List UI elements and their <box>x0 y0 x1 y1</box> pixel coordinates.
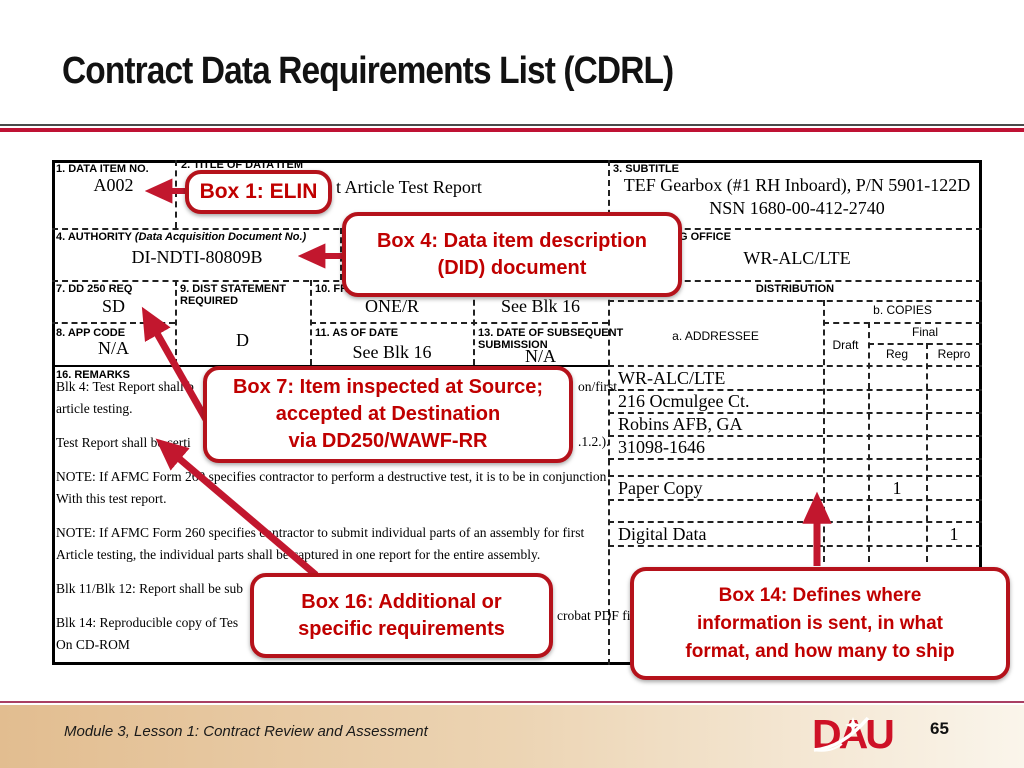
callout-text: (DID) document <box>437 256 587 279</box>
dist-row-addressee: WR-ALC/LTE <box>618 368 726 388</box>
remarks-line: With this test report. <box>56 491 167 506</box>
page-title: Contract Data Requirements List (CDRL) <box>62 50 674 92</box>
dist-row-divider <box>608 458 982 460</box>
dist-divider <box>823 322 982 324</box>
callout-text: format, and how many to ship <box>685 640 955 662</box>
final-header: Final <box>911 325 938 339</box>
callout-text: Box 1: ELIN <box>199 180 318 203</box>
field-value-requiring-office: WR-ALC/LTE <box>743 248 851 268</box>
addressee-header: a. ADDRESSEE <box>672 329 759 343</box>
callout-text: Box 14: Defines where <box>718 584 922 606</box>
page-number: 65 <box>930 719 949 738</box>
dist-row-divider <box>608 389 982 391</box>
field-label-app-code: 8. APP CODE <box>56 327 126 339</box>
callout-text: specific requirements <box>298 617 505 640</box>
form-divider <box>310 322 608 324</box>
repro-header: Repro <box>937 347 971 361</box>
form-divider <box>175 160 177 228</box>
field-value-date-subsequent: N/A <box>525 346 556 366</box>
star-icon <box>845 717 861 733</box>
dist-divider <box>823 300 825 562</box>
remarks-fragment: on/first <box>578 379 617 394</box>
field-label-subtitle: 3. SUBTITLE <box>613 163 680 175</box>
remarks-line: On CD-ROM <box>56 637 130 652</box>
dist-row-divider <box>608 412 982 414</box>
field-label-remarks: 16. REMARKS <box>56 369 130 381</box>
field-label-dd250-req: 7. DD 250 REQ <box>56 283 133 295</box>
dist-row-repro-count: 1 <box>949 524 959 544</box>
field-value-dd250-req: SD <box>101 296 125 316</box>
remarks-line: Blk 14: Reproducible copy of Tes <box>56 615 239 630</box>
dist-row-divider <box>608 499 982 501</box>
reg-header: Reg <box>885 347 908 361</box>
dist-row-divider <box>608 545 982 547</box>
remarks-line: NOTE: If AFMC Form 260 specifies contrac… <box>56 525 585 540</box>
field-label-authority: 4. AUTHORITY (Data Acquisition Document … <box>56 231 307 243</box>
remarks-fragment: .1.2.). <box>578 434 610 449</box>
dist-row-addressee: Digital Data <box>618 524 707 544</box>
dist-row-addressee: Paper Copy <box>618 478 703 498</box>
field-label-distribution: DISTRIBUTION <box>755 283 835 295</box>
callout-text: Box 7: Item inspected at Source; <box>232 376 544 398</box>
footer-lesson-text: Module 3, Lesson 1: Contract Review and … <box>64 723 428 740</box>
field-value-dist-statement: D <box>236 330 249 350</box>
field-value-app-code: N/A <box>98 338 129 358</box>
field-label-frequency: 10. FR <box>315 283 349 295</box>
remarks-line: article testing. <box>56 401 133 416</box>
callout-text: Box 4: Data item description <box>376 229 648 252</box>
dist-row-divider <box>608 475 982 477</box>
callout-text: via DD250/WAWF-RR <box>288 430 488 452</box>
dist-row-addressee: Robins AFB, GA <box>618 414 743 434</box>
remarks-line: NOTE: If AFMC Form 260 specifies contrac… <box>56 469 607 484</box>
field-label-date-subsequent: 13. DATE OF SUBSEQUENT SUBMISSION <box>478 327 624 351</box>
callout-box16-requirements: Box 16: Additional or specific requireme… <box>250 573 553 658</box>
dist-row-addressee: 216 Ocmulgee Ct. <box>618 391 750 411</box>
dist-divider <box>868 322 870 562</box>
field-label-title-of-data-item: 2. TITLE OF DATA ITEM <box>181 159 304 171</box>
form-divider <box>52 322 175 324</box>
remarks-line: Article testing, the individual parts sh… <box>56 547 541 562</box>
field-label-as-of-date: 11. AS OF DATE <box>315 327 399 339</box>
title-rule-red <box>0 128 1024 132</box>
callout-text: Box 16: Additional or <box>301 590 502 613</box>
field-value-frequency: ONE/R <box>365 296 419 316</box>
field-value-data-item-no: A002 <box>93 175 134 195</box>
callout-box1-elin: Box 1: ELIN <box>185 170 332 214</box>
footer-band <box>0 705 1024 768</box>
field-label-data-item-no: 1. DATA ITEM NO. <box>56 163 149 175</box>
dist-row-reg-count: 1 <box>892 478 902 498</box>
remarks-fragment: crobat PDF fi <box>557 608 631 623</box>
dist-divider <box>926 343 928 562</box>
field-label-dist-statement: 9. DIST STATEMENT REQUIRED <box>180 283 286 307</box>
field-value-subtitle-1: TEF Gearbox (#1 RH Inboard), P/N 5901-12… <box>623 175 971 195</box>
dist-row-divider <box>608 521 982 523</box>
field-value-first-submission: See Blk 16 <box>501 296 580 316</box>
remarks-line: Blk 11/Blk 12: Report shall be sub <box>56 581 243 596</box>
callout-text: accepted at Destination <box>275 403 501 425</box>
dist-row-addressee: 31098-1646 <box>618 437 705 457</box>
field-value-title-fragment: t Article Test Report <box>336 177 482 197</box>
dau-logo: DAU <box>812 711 896 757</box>
callout-box7-inspection: Box 7: Item inspected at Source; accepte… <box>203 366 573 463</box>
callout-text: information is sent, in what <box>697 612 943 634</box>
field-value-authority: DI-NDTI-80809B <box>131 247 263 267</box>
dist-divider <box>868 343 982 345</box>
dist-row-divider <box>608 435 982 437</box>
callout-box14-distribution: Box 14: Defines where information is sen… <box>630 567 1010 680</box>
title-rule-gray <box>0 124 1024 126</box>
dist-divider <box>608 365 982 367</box>
dist-divider <box>608 300 982 302</box>
form-divider <box>175 280 177 365</box>
field-value-as-of-date: See Blk 16 <box>352 342 432 362</box>
callout-box4-did: Box 4: Data item description (DID) docum… <box>342 212 682 297</box>
field-value-subtitle-2: NSN 1680-00-412-2740 <box>709 198 885 218</box>
footer-rule <box>0 701 1024 703</box>
remarks-spacer <box>56 510 616 522</box>
draft-header: Draft <box>832 338 859 352</box>
copies-header: b. COPIES <box>873 303 932 317</box>
